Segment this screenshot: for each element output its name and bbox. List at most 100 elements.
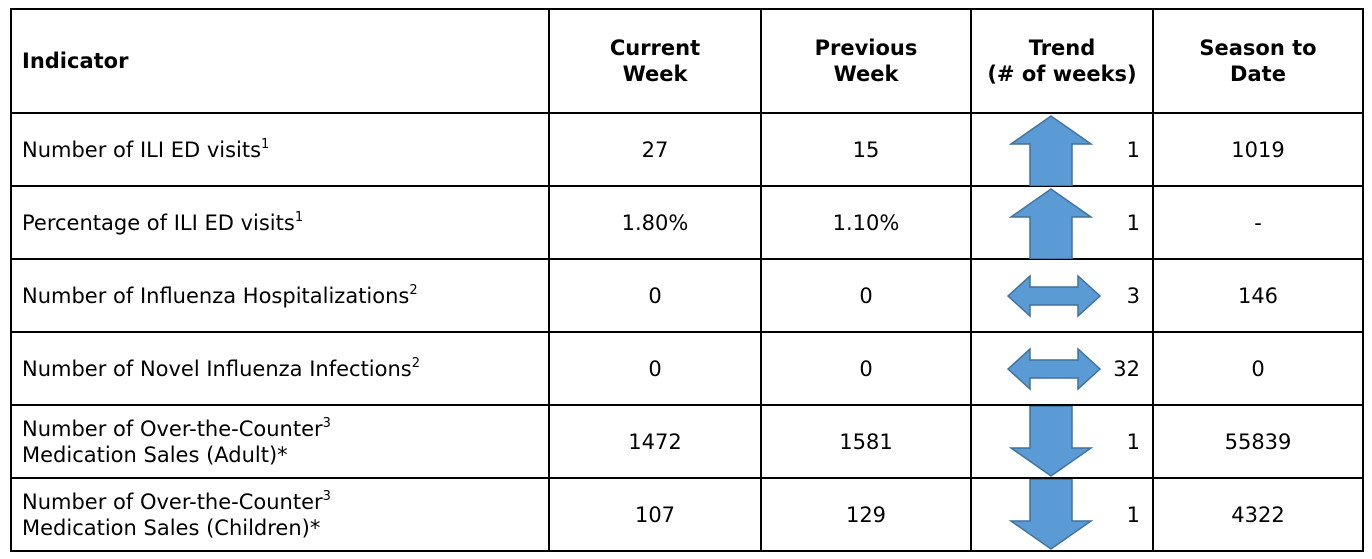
season-cell: 1019 xyxy=(1152,112,1364,187)
indicator-cell: Number of Over-the-Counter3 Medication Sa… xyxy=(10,404,550,479)
cell-value: 0 xyxy=(859,283,873,308)
indicator-text: Number of Influenza Hospitalizations xyxy=(22,283,410,308)
season-cell: - xyxy=(1152,185,1364,260)
current-week-cell: 0 xyxy=(548,258,762,333)
previous-week-cell: 0 xyxy=(760,331,972,406)
previous-week-cell: 0 xyxy=(760,258,972,333)
trend-cell: 1 xyxy=(970,185,1154,260)
trend-weeks: 1 xyxy=(1126,429,1140,454)
trend-weeks: 3 xyxy=(1126,283,1140,308)
header-cell: Current Week xyxy=(548,8,762,114)
header-cell: Season to Date xyxy=(1152,8,1364,114)
data-row: Number of Novel Influenza Infections2 0 0 3… xyxy=(10,331,1364,406)
header-cell: Trend (# of weeks) xyxy=(970,8,1154,114)
footnote-ref: 3 xyxy=(322,415,331,431)
cell-value: 0 xyxy=(859,356,873,381)
arrow-up xyxy=(1008,115,1094,186)
header-row: Indicator Current Week Previous Week Trend… xyxy=(10,8,1364,114)
header-text: (# of weeks) xyxy=(987,62,1137,86)
previous-week-cell: 1581 xyxy=(760,404,972,479)
previous-week-cell: 15 xyxy=(760,112,972,187)
data-row: Number of ILI ED visits1 27 15 1 1019 xyxy=(10,112,1364,187)
indicator-text: Number of Over-the-Counter xyxy=(22,489,323,514)
arrow-down xyxy=(1008,406,1094,477)
trend-cell: 3 xyxy=(970,258,1154,333)
indicator-text: Medication Sales (Adult)* xyxy=(22,442,288,467)
footnote-ref: 1 xyxy=(294,209,304,225)
trend-arrow xyxy=(1008,115,1094,186)
current-week-cell: 1472 xyxy=(548,404,762,479)
trend-arrow xyxy=(1008,188,1094,259)
header-text: Previous xyxy=(814,36,918,60)
trend-arrow xyxy=(1008,406,1094,477)
trend-cell: 1 xyxy=(970,477,1154,552)
indicator-cell: Number of Novel Influenza Infections2 xyxy=(10,331,550,406)
indicator-text: Medication Sales (Children)* xyxy=(22,515,321,540)
header-text: Season to xyxy=(1199,36,1317,60)
trend-arrow xyxy=(1006,274,1102,318)
cell-value: 0 xyxy=(648,356,662,381)
cell-value: 15 xyxy=(852,137,880,162)
cell-value: 1019 xyxy=(1231,137,1285,162)
cell-value: 0 xyxy=(1251,356,1265,381)
arrow-flat xyxy=(1006,347,1102,391)
indicator-text: Number of Over-the-Counter xyxy=(22,416,323,441)
cell-value: 129 xyxy=(845,502,887,527)
cell-value: 1.10% xyxy=(832,210,900,235)
arrow-down xyxy=(1008,479,1094,550)
season-cell: 55839 xyxy=(1152,404,1364,479)
cell-value: 1472 xyxy=(628,429,682,454)
trend-weeks: 32 xyxy=(1113,356,1140,381)
trend-cell: 32 xyxy=(970,331,1154,406)
header-cell: Indicator xyxy=(10,8,550,114)
header-text: Date xyxy=(1230,62,1286,86)
previous-week-cell: 1.10% xyxy=(760,185,972,260)
indicator-cell: Number of Influenza Hospitalizations2 xyxy=(10,258,550,333)
arrow-up xyxy=(1008,188,1094,259)
current-week-cell: 27 xyxy=(548,112,762,187)
indicator-cell: Number of ILI ED visits1 xyxy=(10,112,550,187)
footnote-ref: 2 xyxy=(409,282,418,298)
data-row: Number of Over-the-Counter3 Medication Sa… xyxy=(10,404,1364,479)
data-row: Number of Over-the-Counter3 Medication Sa… xyxy=(10,477,1364,552)
indicator-cell: Number of Over-the-Counter3 Medication Sa… xyxy=(10,477,550,552)
trend-arrow xyxy=(1008,479,1094,550)
footnote-ref: 2 xyxy=(411,355,421,371)
trend-arrow xyxy=(1006,347,1102,391)
footnote-ref: 3 xyxy=(322,488,331,504)
cell-value: 55839 xyxy=(1224,429,1292,454)
trend-cell: 1 xyxy=(970,112,1154,187)
previous-week-cell: 129 xyxy=(760,477,972,552)
data-row: Number of Influenza Hospitalizations2 0 0 3… xyxy=(10,258,1364,333)
header-text: Current xyxy=(609,36,701,60)
current-week-cell: 1.80% xyxy=(548,185,762,260)
header-text: Indicator xyxy=(22,49,129,73)
cell-value: 107 xyxy=(634,502,676,527)
season-cell: 4322 xyxy=(1152,477,1364,552)
season-cell: 146 xyxy=(1152,258,1364,333)
current-week-cell: 107 xyxy=(548,477,762,552)
header-text: Trend xyxy=(1028,36,1096,60)
cell-value: 27 xyxy=(641,137,669,162)
indicator-cell: Percentage of ILI ED visits1 xyxy=(10,185,550,260)
header-text: Week xyxy=(833,62,899,86)
cell-value: 4322 xyxy=(1231,502,1285,527)
trend-cell: 1 xyxy=(970,404,1154,479)
table-body: Number of ILI ED visits1 27 15 1 1019 Percent… xyxy=(10,112,1364,552)
trend-weeks: 1 xyxy=(1126,210,1140,235)
header-cell: Previous Week xyxy=(760,8,972,114)
cell-value: - xyxy=(1254,210,1262,235)
cell-value: 146 xyxy=(1237,283,1279,308)
indicator-text: Percentage of ILI ED visits xyxy=(22,210,295,235)
cell-value: 0 xyxy=(648,283,662,308)
indicator-table: Indicator Current Week Previous Week Trend… xyxy=(10,8,1364,552)
footnote-ref: 1 xyxy=(261,136,270,152)
data-row: Percentage of ILI ED visits1 1.80% 1.10% 1- xyxy=(10,185,1364,260)
indicator-text: Number of ILI ED visits xyxy=(22,137,262,162)
season-cell: 0 xyxy=(1152,331,1364,406)
cell-value: 1.80% xyxy=(621,210,689,235)
arrow-flat xyxy=(1006,274,1102,318)
cell-value: 1581 xyxy=(839,429,893,454)
indicator-text: Number of Novel Influenza Infections xyxy=(22,356,412,381)
